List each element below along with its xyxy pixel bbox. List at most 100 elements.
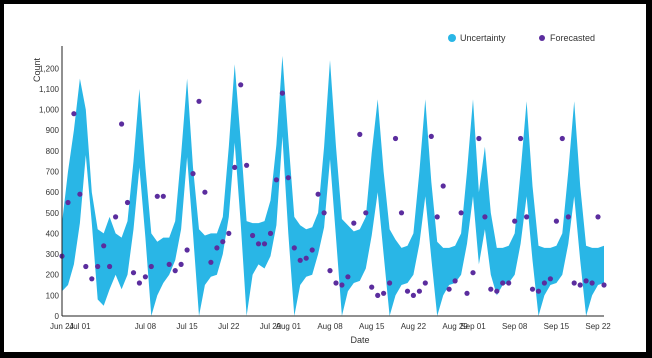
x-tick-label: Aug 15 bbox=[359, 322, 385, 331]
forecast-point bbox=[404, 288, 411, 294]
forecast-point bbox=[482, 214, 488, 220]
forecast-point bbox=[136, 280, 142, 286]
legend-uncertainty-label: Uncertainty bbox=[460, 33, 506, 43]
y-tick-label: 0 bbox=[55, 312, 60, 321]
x-tick-label: Sep 08 bbox=[502, 322, 528, 331]
forecast-point bbox=[196, 98, 202, 104]
forecast-point bbox=[500, 280, 506, 286]
forecast-point bbox=[267, 230, 274, 236]
x-tick-label: Jul 22 bbox=[218, 322, 240, 331]
y-tick-label: 900 bbox=[46, 126, 60, 135]
forecast-point bbox=[297, 257, 303, 263]
forecast-point bbox=[345, 274, 351, 280]
forecast-point bbox=[77, 191, 83, 197]
x-tick-label: Aug 29 bbox=[442, 322, 468, 331]
forecast-point bbox=[279, 90, 285, 96]
forecast-point bbox=[369, 284, 375, 290]
forecast-point bbox=[571, 280, 577, 286]
forecast-point bbox=[244, 162, 250, 168]
y-tick-label: 1,100 bbox=[39, 85, 60, 94]
y-tick-label: 700 bbox=[46, 168, 60, 177]
y-tick-label: 400 bbox=[46, 229, 60, 238]
forecast-point bbox=[464, 290, 470, 296]
forecast-point bbox=[261, 241, 268, 247]
forecast-point bbox=[547, 276, 554, 282]
forecast-point bbox=[309, 247, 315, 253]
y-tick-label: 100 bbox=[46, 291, 60, 300]
forecast-point bbox=[446, 286, 452, 292]
forecast-point bbox=[518, 135, 524, 142]
forecast-point bbox=[166, 261, 172, 267]
x-tick-label: Sep 15 bbox=[544, 322, 570, 331]
forecast-point bbox=[416, 288, 422, 294]
forecast-point bbox=[291, 245, 297, 251]
forecast-point bbox=[529, 286, 536, 292]
forecast-point bbox=[541, 280, 548, 286]
legend: Uncertainty Forecasted bbox=[448, 33, 595, 43]
forecast-point bbox=[363, 210, 369, 216]
forecast-point bbox=[220, 239, 226, 245]
forecast-point bbox=[559, 135, 565, 142]
forecast-point bbox=[488, 286, 494, 292]
x-tick-label: Jun 24 bbox=[50, 322, 75, 331]
forecast-point bbox=[506, 280, 512, 286]
forecast-point bbox=[392, 135, 399, 142]
forecast-point bbox=[375, 292, 381, 298]
forecast-point bbox=[315, 191, 321, 197]
forecast-point bbox=[160, 193, 166, 199]
forecast-point bbox=[381, 290, 387, 296]
x-axis-label: Date bbox=[350, 335, 369, 345]
forecast-point bbox=[321, 210, 327, 216]
forecast-point bbox=[273, 177, 279, 183]
forecast-point bbox=[589, 280, 595, 286]
forecast-point bbox=[154, 193, 160, 199]
forecast-point bbox=[124, 199, 131, 206]
forecast-point bbox=[434, 214, 440, 220]
x-tick-label: Aug 22 bbox=[401, 322, 427, 331]
forecast-point bbox=[357, 131, 363, 137]
forecast-point bbox=[422, 280, 428, 286]
x-tick-label: Jul 15 bbox=[176, 322, 198, 331]
uncertainty-band bbox=[62, 55, 604, 317]
y-tick-label: 200 bbox=[46, 271, 60, 280]
x-tick-label: Aug 01 bbox=[276, 322, 302, 331]
forecast-point bbox=[601, 282, 607, 288]
forecast-point bbox=[119, 121, 125, 127]
y-tick-label: 500 bbox=[46, 209, 60, 218]
forecast-point bbox=[428, 133, 434, 139]
forecast-point bbox=[565, 214, 571, 220]
forecast-point bbox=[226, 230, 232, 236]
forecast-point bbox=[184, 247, 190, 253]
forecast-point bbox=[130, 270, 137, 276]
forecast-point bbox=[172, 268, 178, 274]
forecast-point bbox=[351, 220, 357, 226]
y-axis-label: Count bbox=[32, 58, 42, 83]
forecast-point bbox=[214, 245, 220, 251]
forecast-point bbox=[458, 210, 464, 216]
y-tick-label: 1,000 bbox=[39, 106, 60, 115]
forecast-point bbox=[113, 214, 119, 220]
forecast-point bbox=[512, 218, 518, 224]
forecast-point bbox=[303, 255, 309, 261]
forecast-point bbox=[470, 270, 476, 276]
forecast-point bbox=[577, 282, 583, 288]
forecast-point bbox=[440, 183, 446, 189]
forecast-point bbox=[65, 199, 71, 206]
x-tick-label: Jul 01 bbox=[69, 322, 91, 331]
forecast-point bbox=[553, 218, 560, 224]
y-tick-label: 800 bbox=[46, 147, 60, 156]
forecast-point bbox=[89, 276, 95, 282]
legend-forecasted-label: Forecasted bbox=[550, 33, 595, 43]
forecast-point bbox=[595, 214, 601, 220]
forecast-point bbox=[387, 280, 393, 286]
y-tick-label: 300 bbox=[46, 250, 60, 259]
x-tick-label: Aug 08 bbox=[317, 322, 343, 331]
forecast-point bbox=[142, 274, 148, 280]
forecast-point bbox=[494, 288, 500, 294]
forecast-point bbox=[71, 111, 77, 117]
legend-forecasted-swatch bbox=[539, 35, 545, 41]
forecast-point bbox=[202, 189, 208, 195]
x-tick-label: Sep 22 bbox=[585, 322, 611, 331]
y-tick-label: 1,200 bbox=[39, 64, 60, 73]
